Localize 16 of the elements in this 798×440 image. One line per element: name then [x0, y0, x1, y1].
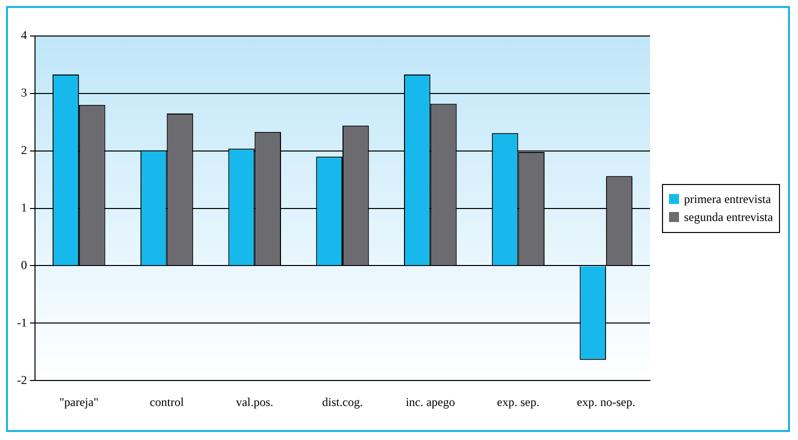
x-tick-label: "pareja": [59, 394, 99, 409]
legend-label: segunda entrevista: [684, 210, 773, 225]
y-tick-label: 2: [20, 143, 27, 158]
y-tick-label: -2: [16, 372, 27, 387]
x-tick-label: inc. apego: [406, 394, 456, 409]
x-tick-label: exp. no-sep.: [576, 394, 636, 409]
legend-label: primera entrevista: [684, 192, 771, 207]
x-tick-label: exp. sep.: [497, 394, 540, 409]
y-tick-label: 4: [20, 28, 27, 42]
y-tick-label: 3: [20, 86, 27, 100]
x-tick-label: val.pos.: [236, 394, 274, 409]
x-tick-label: control: [150, 394, 184, 409]
y-tick-label: 0: [20, 258, 27, 272]
x-tick-label: dist.cog.: [322, 394, 363, 409]
y-tick-label: 1: [20, 200, 27, 214]
y-tick-label: -1: [16, 315, 27, 330]
